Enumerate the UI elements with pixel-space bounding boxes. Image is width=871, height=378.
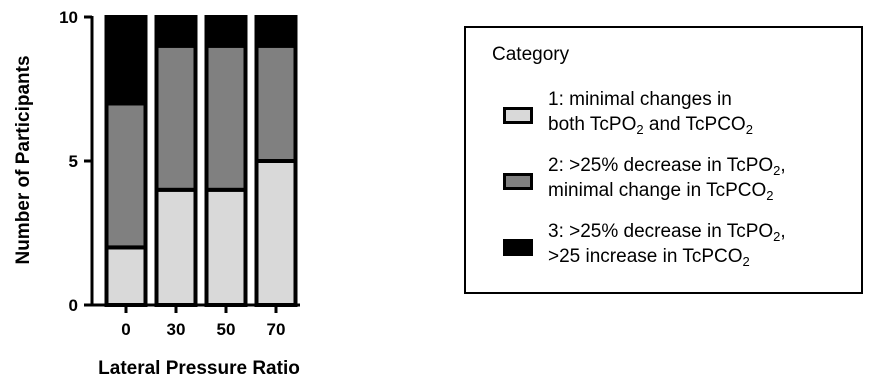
legend-title: Category	[492, 44, 570, 65]
x-axis-title: Lateral Pressure Ratio	[98, 358, 300, 378]
axes-group: 0 30 50 70 0 5 10	[59, 8, 300, 339]
bar-segment-70-category-3	[254, 15, 298, 48]
bar-segment-50-category-2	[204, 43, 248, 192]
y-tick-label: 5	[69, 152, 78, 171]
legend-label-3: 3: >25% decrease in TcPO2, >25 increase …	[548, 219, 786, 269]
legend-swatch-1	[503, 107, 533, 124]
bar-segment-0-category-1	[104, 245, 148, 307]
bar-segment-50-category-3	[204, 15, 248, 48]
y-axis-title: Number of Participants	[13, 55, 34, 264]
x-tick-label: 70	[267, 320, 286, 339]
legend-label-3-line2: >25 increase in TcPCO2	[548, 246, 750, 269]
legend-label-3-line1: 3: >25% decrease in TcPO2,	[548, 221, 786, 244]
y-tick-label: 10	[59, 8, 78, 27]
bars-group	[104, 15, 298, 307]
bar-segment-0-category-3	[104, 15, 148, 106]
legend-label-2-line1: 2: >25% decrease in TcPO2,	[548, 155, 786, 178]
bar-segment-70-category-1	[254, 159, 298, 307]
legend-swatch-2	[503, 173, 533, 190]
x-tick-label: 50	[217, 320, 236, 339]
legend-label-2: 2: >25% decrease in TcPO2, minimal chang…	[548, 153, 786, 203]
bar-segment-50-category-1	[204, 187, 248, 307]
bar-segment-0-category-2	[104, 101, 148, 250]
legend-label-2-line2: minimal change in TcPCO2	[548, 180, 774, 203]
bar-segment-30-category-3	[154, 15, 198, 48]
legend-label-1: 1: minimal changes in both TcPO2 and TcP…	[548, 87, 753, 137]
x-tick-label: 30	[167, 320, 186, 339]
bar-segment-70-category-2	[254, 43, 298, 163]
legend-label-1-line2: both TcPO2 and TcPCO2	[548, 114, 753, 137]
x-tick-label: 0	[121, 320, 130, 339]
legend-label-1-line1: 1: minimal changes in	[548, 89, 732, 110]
legend-swatch-3	[503, 239, 533, 256]
y-tick-label: 0	[69, 296, 78, 315]
bar-segment-30-category-1	[154, 187, 198, 307]
legend: Category 1: minimal changes in both TcPO…	[464, 26, 863, 294]
bar-segment-30-category-2	[154, 43, 198, 192]
